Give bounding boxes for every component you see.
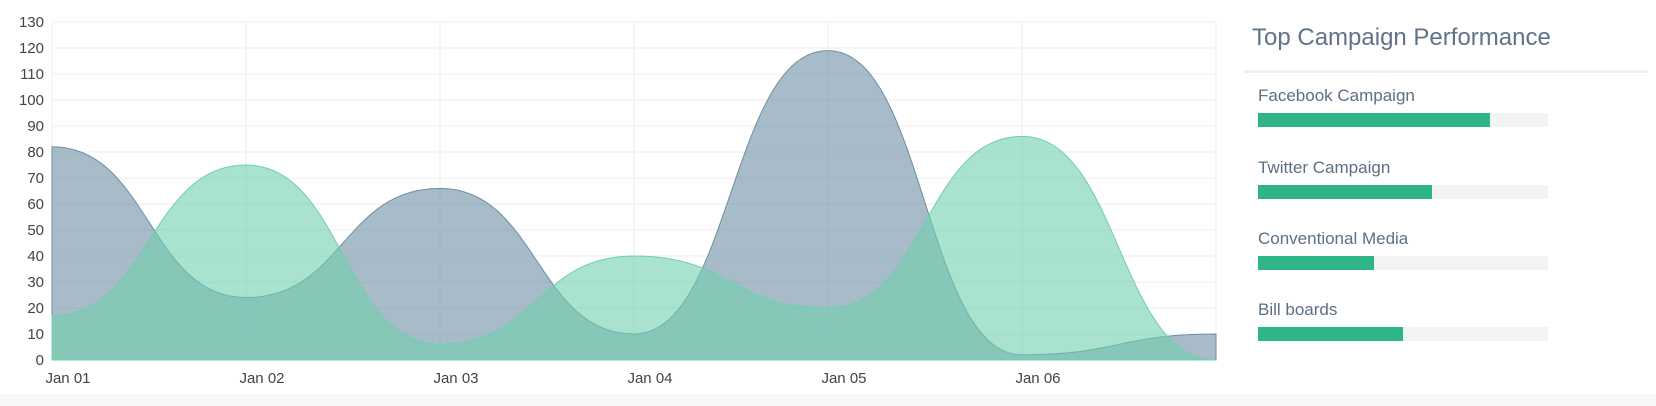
series-areas	[51, 50, 1217, 361]
x-tick-label: Jan 01	[45, 370, 90, 387]
campaign-conventional-media: Conventional Media	[1258, 229, 1548, 279]
progress-track	[1258, 113, 1548, 127]
y-tick-label: 60	[27, 196, 44, 213]
y-tick-label: 50	[27, 222, 44, 239]
progress-fill	[1258, 185, 1432, 199]
campaign-label: Twitter Campaign	[1258, 158, 1391, 177]
bottom-strip	[0, 394, 1656, 406]
campaign-twitter: Twitter Campaign	[1258, 158, 1548, 208]
progress-fill	[1258, 327, 1403, 341]
area-chart: 0 10 20 30 40 50 60 70 80 90 100 110 120 130 Jan 01 Ja…	[19, 14, 1217, 387]
x-tick-label: Jan 06	[1015, 370, 1060, 387]
y-tick-label: 10	[27, 326, 44, 343]
y-axis-ticks: 0 10 20 30 40 50 60 70 80 90 100 110 120 130	[19, 14, 44, 369]
y-tick-label: 110	[20, 66, 44, 83]
progress-track	[1258, 185, 1548, 199]
campaign-facebook: Facebook Campaign	[1258, 86, 1548, 136]
campaign-bill-boards: Bill boards	[1258, 300, 1548, 350]
y-tick-label: 80	[27, 144, 44, 161]
y-tick-label: 90	[27, 118, 44, 135]
campaign-label: Bill boards	[1258, 300, 1338, 319]
x-tick-label: Jan 03	[433, 370, 478, 387]
y-tick-label: 20	[27, 300, 44, 317]
progress-track	[1258, 256, 1548, 270]
y-tick-label: 120	[19, 40, 44, 57]
x-tick-label: Jan 05	[821, 370, 866, 387]
x-tick-label: Jan 04	[627, 370, 672, 387]
campaign-performance-panel: Top Campaign Performance Facebook Campai…	[1244, 0, 1656, 394]
y-tick-label: 40	[27, 248, 44, 265]
y-tick-label: 30	[27, 274, 44, 291]
x-tick-label: Jan 02	[239, 370, 284, 387]
y-tick-label: 0	[36, 352, 44, 369]
progress-fill	[1258, 113, 1490, 127]
panel-title: Top Campaign Performance	[1252, 24, 1551, 51]
progress-fill	[1258, 256, 1374, 270]
progress-track	[1258, 327, 1548, 341]
series-area-1	[51, 135, 1217, 361]
x-axis-ticks: Jan 01 Jan 02 Jan 03 Jan 04 Jan 05 Jan 06	[45, 370, 1060, 387]
y-tick-label: 100	[19, 92, 44, 109]
campaign-label: Facebook Campaign	[1258, 86, 1415, 105]
panel-divider	[1244, 70, 1648, 73]
y-tick-label: 130	[19, 14, 44, 31]
y-tick-label: 70	[27, 170, 44, 187]
campaign-label: Conventional Media	[1258, 229, 1409, 248]
